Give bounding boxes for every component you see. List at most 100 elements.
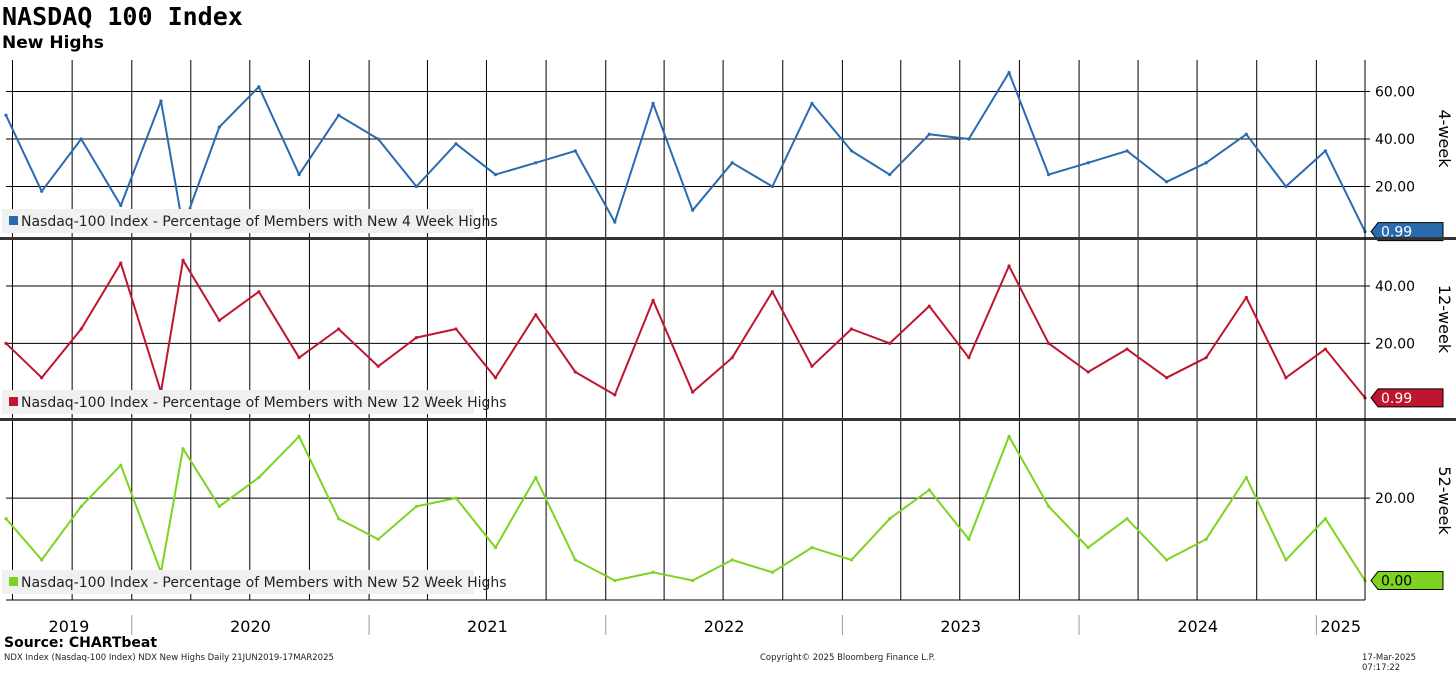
series-line: [5, 259, 1366, 399]
data-point: [4, 517, 8, 521]
data-point: [40, 558, 44, 562]
data-point: [1204, 356, 1208, 360]
footer-timestamp: 17-Mar-2025 07:17:22: [1362, 653, 1417, 673]
data-point: [40, 376, 44, 380]
last-value-label: 0.00: [1381, 574, 1412, 590]
data-point: [217, 318, 221, 322]
data-point: [376, 537, 380, 541]
data-point: [1323, 149, 1328, 153]
data-point: [337, 113, 341, 117]
data-point: [1244, 475, 1248, 480]
data-point: [573, 558, 577, 562]
data-point: [1284, 558, 1288, 562]
data-point: [79, 137, 83, 141]
data-point: [257, 475, 261, 480]
data-point: [927, 304, 931, 308]
data-point: [493, 173, 498, 177]
data-point: [79, 504, 83, 508]
data-point: [79, 327, 83, 331]
data-point: [1125, 149, 1129, 153]
series-line: [5, 71, 1366, 233]
y-tick-label: 40.00: [1375, 279, 1415, 295]
data-point: [337, 517, 341, 521]
data-point: [1046, 173, 1051, 177]
data-point: [297, 173, 301, 177]
legend-swatch: [9, 577, 18, 586]
data-point: [257, 85, 261, 89]
data-point: [691, 208, 695, 212]
data-point: [651, 101, 655, 105]
data-point: [888, 341, 892, 345]
data-point: [534, 475, 538, 480]
data-point: [613, 578, 617, 583]
data-point: [4, 113, 8, 117]
data-point: [119, 463, 123, 467]
data-point: [1284, 184, 1288, 189]
panel-axis-label: 52-week: [1435, 466, 1454, 535]
x-tick-label: 2019: [49, 617, 90, 636]
data-point: [1164, 180, 1169, 184]
data-point: [691, 390, 695, 394]
data-point: [454, 327, 458, 331]
data-point: [1125, 517, 1129, 521]
data-point: [730, 161, 734, 165]
data-point: [810, 545, 814, 550]
y-tick-label: 60.00: [1375, 85, 1415, 101]
data-point: [454, 142, 458, 146]
chart-subtitle: New Highs: [2, 33, 104, 53]
data-point: [1284, 376, 1288, 380]
legend-label: Nasdaq-100 Index - Percentage of Members…: [21, 395, 507, 411]
data-point: [1204, 537, 1208, 541]
data-point: [888, 517, 892, 521]
data-point: [217, 125, 221, 129]
data-point: [810, 101, 814, 105]
data-point: [730, 558, 734, 562]
last-value-label: 0.99: [1381, 391, 1412, 407]
data-point: [1007, 264, 1011, 268]
data-point: [1244, 295, 1248, 300]
data-point: [691, 578, 695, 583]
x-tick-label: 2021: [467, 617, 508, 636]
data-point: [493, 545, 498, 550]
data-point: [454, 496, 458, 500]
x-tick-label: 2025: [1320, 617, 1361, 636]
data-point: [613, 393, 617, 397]
data-point: [1046, 341, 1051, 345]
data-point: [1046, 504, 1051, 508]
data-point: [4, 341, 8, 345]
data-point: [1204, 161, 1208, 165]
last-value-tag: [1370, 571, 1444, 591]
data-point: [810, 364, 814, 368]
data-point: [1164, 376, 1169, 380]
panel-axis-label: 4-week: [1435, 110, 1454, 169]
legend-label: Nasdaq-100 Index - Percentage of Members…: [21, 214, 498, 230]
panel-axis-label: 12-week: [1435, 285, 1454, 354]
y-tick-label: 40.00: [1375, 132, 1415, 148]
data-point: [534, 161, 538, 165]
data-point: [651, 570, 655, 574]
y-tick-label: 20.00: [1375, 180, 1415, 196]
data-point: [414, 336, 419, 340]
series-line: [5, 435, 1366, 582]
data-point: [1007, 70, 1011, 75]
data-point: [297, 356, 301, 360]
data-point: [337, 327, 341, 331]
legend-box: [2, 390, 474, 414]
data-point: [927, 132, 931, 136]
x-tick-label: 2023: [940, 617, 981, 636]
data-point: [1086, 161, 1090, 165]
data-point: [534, 313, 538, 317]
data-point: [181, 258, 185, 262]
data-point: [1086, 370, 1090, 374]
legend-swatch: [9, 397, 18, 406]
data-point: [414, 504, 419, 508]
data-point: [1086, 545, 1090, 550]
data-point: [967, 537, 971, 541]
source-label: Source: CHARTbeat: [4, 635, 158, 651]
y-tick-label: 20.00: [1375, 491, 1415, 507]
data-point: [730, 356, 734, 360]
data-point: [1007, 434, 1011, 438]
data-point: [1125, 347, 1129, 351]
legend-box: [2, 209, 474, 233]
data-point: [573, 149, 577, 153]
